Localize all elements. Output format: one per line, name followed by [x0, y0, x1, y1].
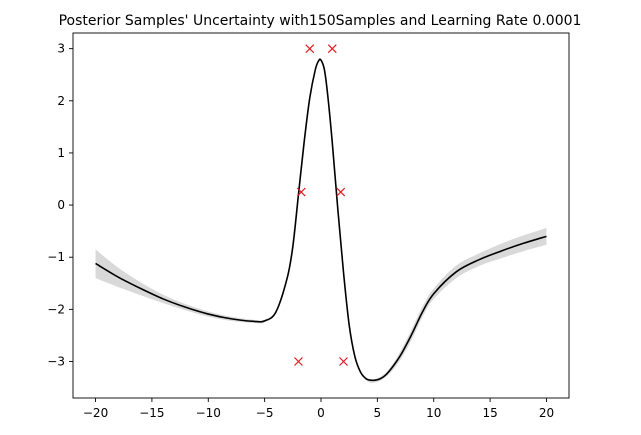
y-tick-label: 1 — [57, 146, 65, 160]
data-point — [336, 187, 346, 197]
x-tick-label: −10 — [196, 406, 221, 420]
x-tick-label: −15 — [139, 406, 164, 420]
data-point — [339, 357, 348, 366]
data-point-stroke — [296, 187, 306, 197]
y-tick-label: −2 — [47, 302, 65, 316]
data-point — [327, 44, 337, 54]
x-tick-label: 20 — [539, 406, 554, 420]
uncertainty-band — [95, 58, 547, 383]
x-tick-label: 0 — [317, 406, 325, 420]
data-point — [294, 357, 303, 366]
x-tick-label: −5 — [256, 406, 274, 420]
mean-line — [95, 58, 547, 382]
x-tick-label: 15 — [482, 406, 497, 420]
data-point-stroke — [327, 44, 337, 54]
data-point-stroke — [305, 44, 315, 54]
data-point-stroke — [339, 357, 348, 366]
y-tick-label: −3 — [47, 355, 65, 369]
data-point-stroke — [294, 357, 303, 366]
y-tick-label: 3 — [57, 42, 65, 56]
x-tick-label: 5 — [374, 406, 382, 420]
data-point — [305, 44, 315, 54]
chart-title: Posterior Samples' Uncertainty with150Sa… — [59, 13, 582, 29]
x-tick-label: −20 — [83, 406, 108, 420]
data-point — [296, 187, 306, 197]
data-point-stroke — [336, 187, 346, 197]
x-tick-label: 10 — [426, 406, 441, 420]
y-tick-label: 0 — [57, 198, 65, 212]
plot-area — [95, 44, 547, 383]
plot-frame — [72, 32, 570, 399]
y-tick-label: 2 — [57, 94, 65, 108]
y-tick-label: −1 — [47, 250, 65, 264]
